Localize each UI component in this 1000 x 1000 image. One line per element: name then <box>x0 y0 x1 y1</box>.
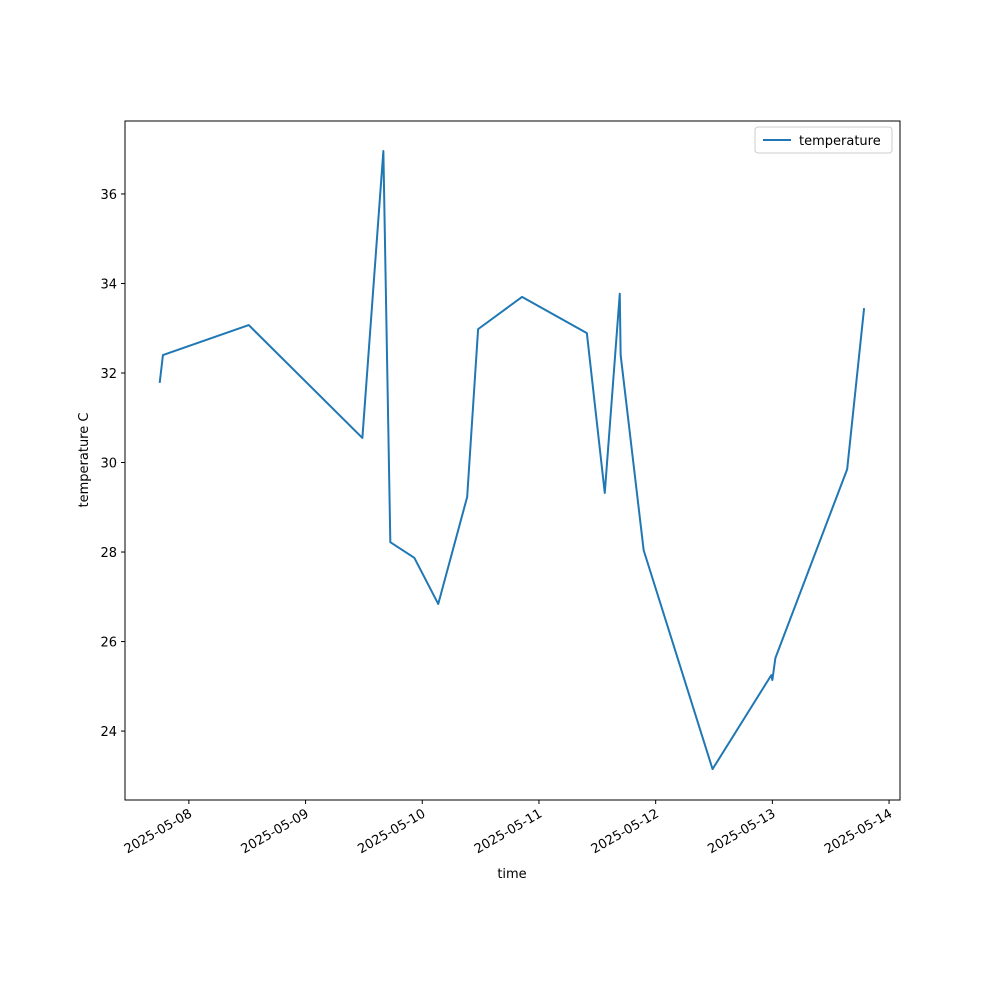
y-tick-label: 36 <box>100 188 117 203</box>
x-axis-label: time <box>497 867 526 882</box>
y-tick-label: 28 <box>100 546 117 561</box>
y-tick-label: 24 <box>100 725 117 740</box>
legend-label: temperature <box>799 134 881 149</box>
y-tick-label: 34 <box>100 277 117 292</box>
y-tick-label: 30 <box>100 457 117 472</box>
data-line <box>158 149 866 771</box>
plot-frame <box>124 120 901 801</box>
legend-box <box>754 126 893 154</box>
y-tick-label: 26 <box>100 636 117 651</box>
y-tick-label: 32 <box>100 367 117 382</box>
y-axis-label: temperature C <box>77 413 92 508</box>
